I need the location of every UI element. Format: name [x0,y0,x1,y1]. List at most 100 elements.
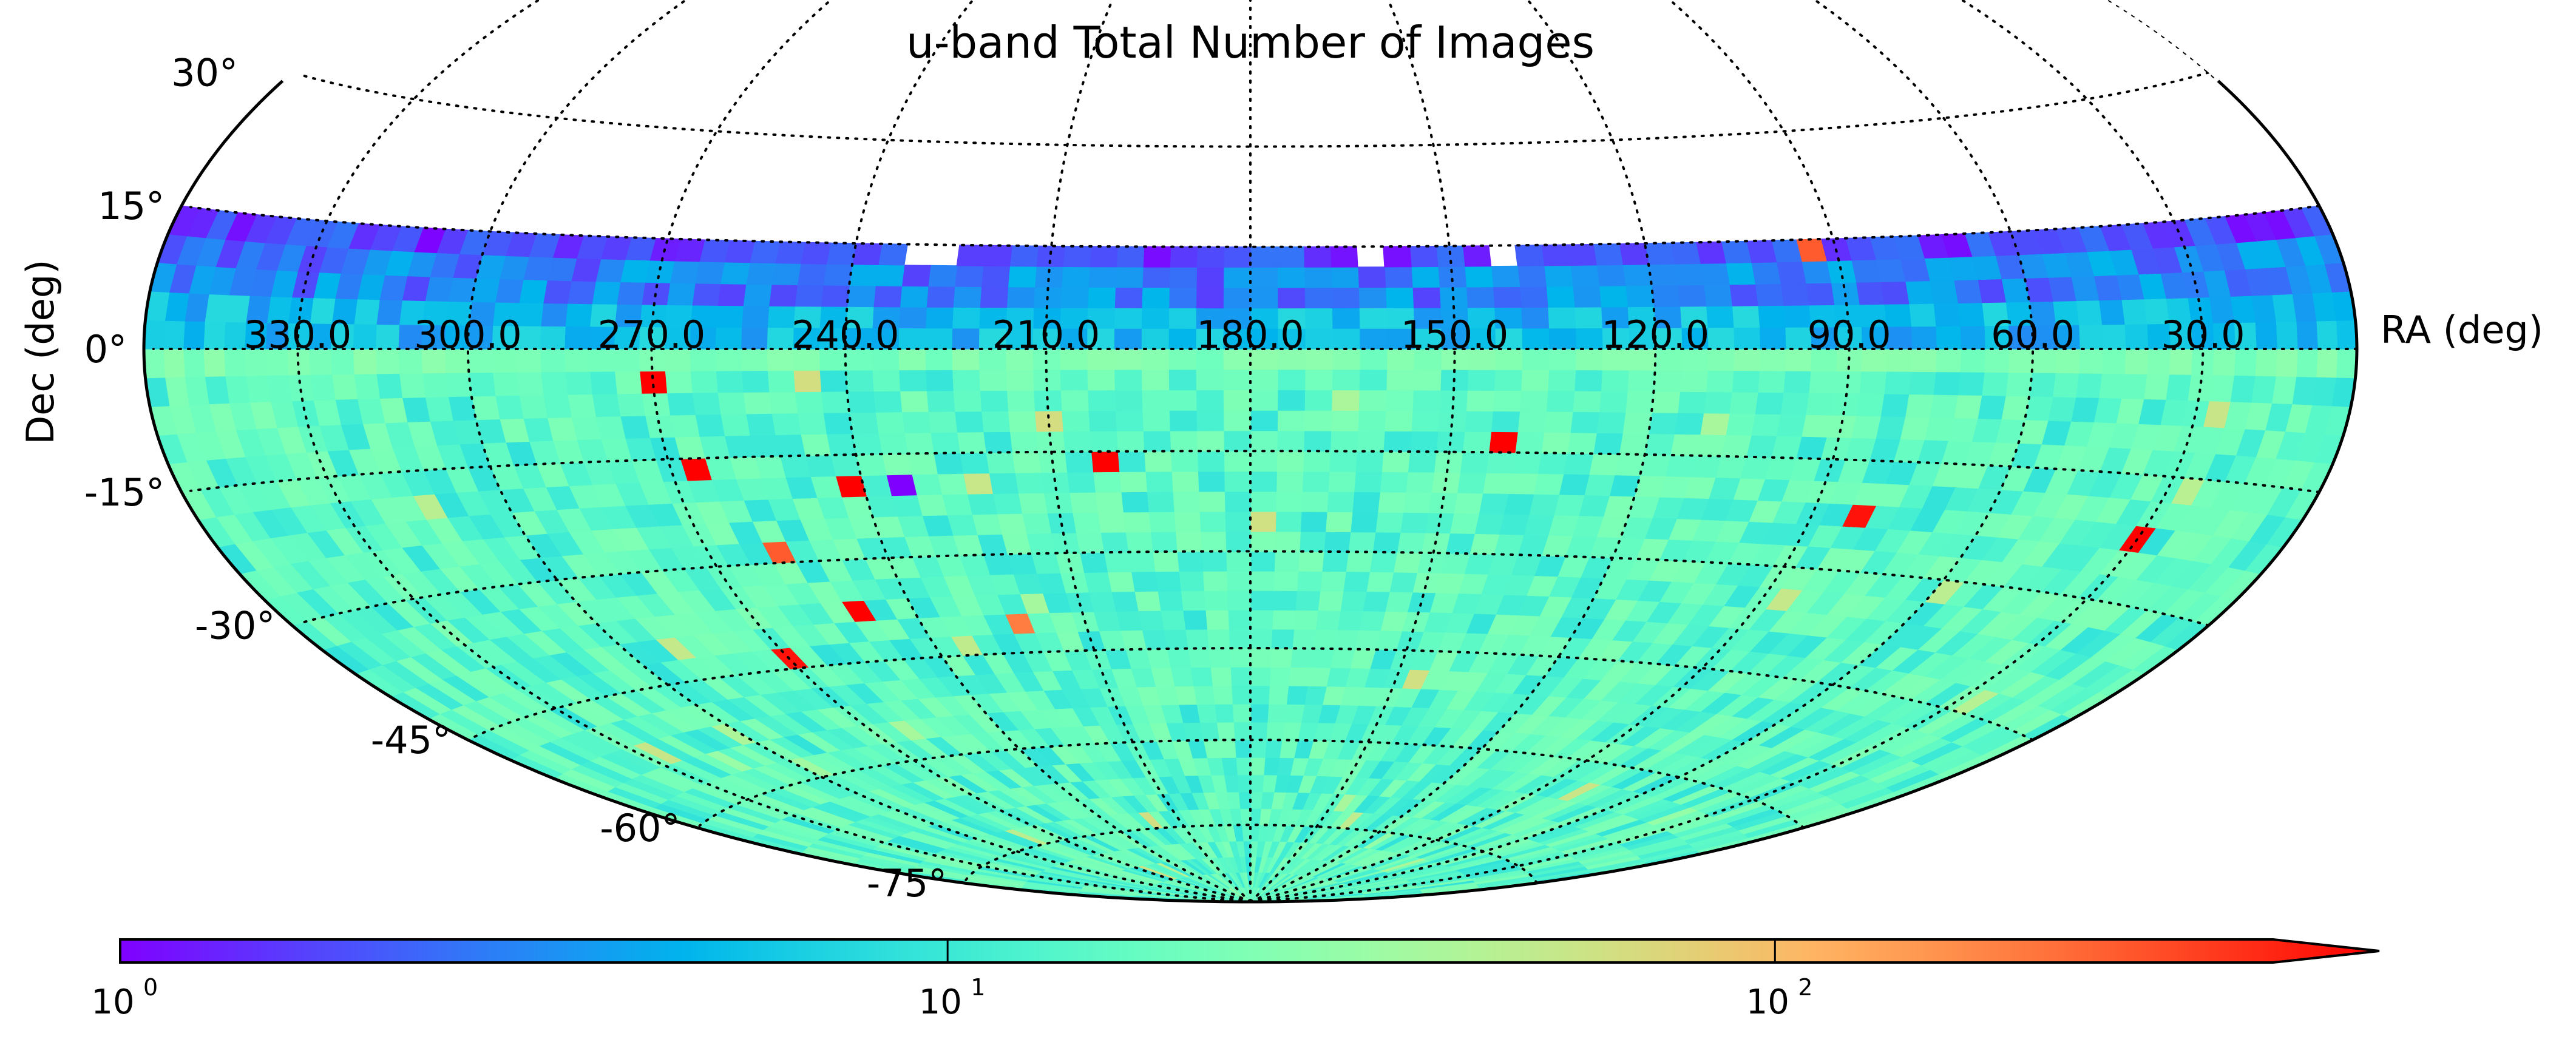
heatmap-cell [1959,325,1985,350]
heatmap-cell [1270,629,1295,649]
heatmap-cell [1250,609,1273,630]
heatmap-cell [1233,722,1251,740]
heatmap-cell [1214,703,1234,723]
heatmap-cell [1826,414,1857,438]
heatmap-cell [1163,629,1188,649]
heatmap-cells [144,205,2357,902]
heatmap-cell [2005,371,2033,397]
heatmap-cell [1883,371,1912,395]
heatmap-cell [664,370,693,394]
heatmap-cell [543,279,572,304]
heatmap-cell [1276,389,1306,411]
ra-tick-label: 30.0 [2161,313,2245,357]
heatmap-cell [1277,369,1306,391]
heatmap-cell [616,281,646,305]
heatmap-cell [1224,470,1251,492]
heatmap-cell [1358,610,1386,631]
heatmap-cell [1627,370,1656,392]
heatmap-cell [1234,739,1251,758]
heatmap-cell [1007,266,1037,288]
heatmap-cell [899,285,929,308]
heatmap-cell [1275,511,1302,532]
heatmap-cell [223,348,246,377]
heatmap-cell [2121,373,2147,399]
heatmap-cell [1528,493,1560,516]
ra-tick-label: 60.0 [1991,313,2075,357]
heatmap-cell [1653,370,1682,392]
heatmap-cell [1324,511,1353,533]
heatmap-cell [742,283,772,306]
heatmap-cell [353,299,380,325]
heatmap-cell [669,414,700,438]
heatmap-cell [1250,648,1272,668]
heatmap-cell [245,374,271,403]
heatmap-cell [1267,703,1287,723]
heatmap-cell [1330,410,1359,431]
heatmap-cell [1250,550,1275,572]
heatmap-cell [2316,348,2338,378]
heatmap-cell [978,369,1008,391]
heatmap-cell [468,371,496,397]
heatmap-cell [1117,450,1146,472]
heatmap-cell [669,260,700,284]
heatmap-cell [1600,369,1629,392]
heatmap-cell [1357,410,1386,431]
heatmap-cell [2296,348,2318,377]
heatmap-cell [1731,305,1760,328]
heatmap-cell [1544,411,1573,433]
heatmap-cell [1172,491,1200,512]
heatmap-cell [1492,390,1522,412]
heatmap-cell [1754,391,1784,415]
heatmap-cell [774,434,805,457]
heatmap-cell [1572,285,1602,308]
heatmap-cell [1201,550,1227,572]
heatmap-cell [1705,305,1734,328]
sky-map [144,0,2357,902]
heatmap-cell [1144,450,1172,472]
heatmap-cell [1541,244,1571,266]
heatmap-cell [1034,410,1063,432]
heatmap-cell [881,453,912,476]
heatmap-cell [1169,430,1198,452]
heatmap-cell [1174,531,1202,552]
heatmap-cell [1141,369,1170,391]
heatmap-cell [1062,430,1092,453]
heatmap-cell [898,348,926,371]
ra-tick-label: 90.0 [1808,313,1891,357]
heatmap-cell [1125,531,1153,553]
heatmap-cell [1851,259,1882,283]
heatmap-cell [1574,306,1602,329]
heatmap-cell [954,265,984,288]
heatmap-cell [1411,410,1440,432]
heatmap-cell [564,303,592,327]
heatmap-cell [1317,590,1344,611]
heatmap-cell [1295,590,1321,611]
heatmap-cell [1060,286,1089,308]
heatmap-cell [959,452,989,474]
heatmap-cell [852,243,883,265]
heatmap-cell [1005,369,1034,391]
heatmap-cell [1490,265,1520,288]
dec-tick-label: -15° [84,470,164,515]
heatmap-cell [1379,471,1409,493]
heatmap-cell [1250,491,1277,512]
heatmap-cell [1276,287,1306,309]
heatmap-cell [1006,286,1035,308]
heatmap-cell [800,433,831,456]
heatmap-cell [163,320,185,350]
heatmap-cell [1596,264,1626,286]
heatmap-cell [376,373,403,399]
heatmap-cell [2143,373,2170,400]
heatmap-cell [1223,430,1251,452]
heatmap-cell [1478,492,1509,515]
heatmap-cell [1235,757,1251,776]
heatmap-cell [1981,371,2009,396]
heatmap-cell [1168,410,1198,431]
heatmap-cell [1268,685,1289,705]
heatmap-cell [1359,328,1388,350]
heatmap-cell [2165,374,2192,401]
heatmap-cell [1355,450,1384,472]
heatmap-cell [1345,551,1374,572]
heatmap-cell [951,327,980,350]
heatmap-cell [1178,570,1205,592]
